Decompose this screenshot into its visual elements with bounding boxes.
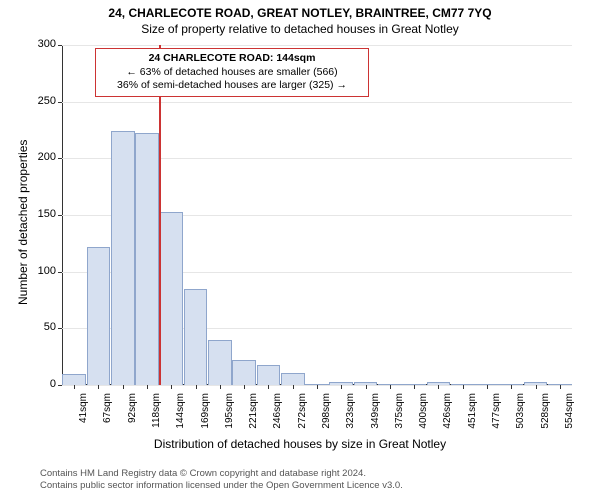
x-tick-label: 221sqm bbox=[248, 393, 259, 443]
bar bbox=[111, 131, 135, 385]
x-tick-mark bbox=[220, 385, 221, 389]
chart-subtitle: Size of property relative to detached ho… bbox=[0, 20, 600, 36]
x-tick-mark bbox=[74, 385, 75, 389]
x-tick-mark bbox=[560, 385, 561, 389]
x-tick-label: 375sqm bbox=[394, 393, 405, 443]
y-tick-label: 300 bbox=[28, 38, 56, 50]
gridline bbox=[62, 45, 572, 46]
x-tick-label: 400sqm bbox=[418, 393, 429, 443]
x-tick-label: 169sqm bbox=[200, 393, 211, 443]
x-tick-mark bbox=[147, 385, 148, 389]
x-tick-label: 426sqm bbox=[442, 393, 453, 443]
gridline bbox=[62, 102, 572, 103]
x-tick-label: 298sqm bbox=[321, 393, 332, 443]
bar bbox=[87, 247, 111, 385]
bar bbox=[208, 340, 232, 385]
x-tick-mark bbox=[463, 385, 464, 389]
bar bbox=[62, 374, 86, 385]
y-tick-label: 150 bbox=[28, 208, 56, 220]
annotation-box: 24 CHARLECOTE ROAD: 144sqm ← 63% of deta… bbox=[95, 48, 369, 97]
y-tick-mark bbox=[58, 385, 62, 386]
x-tick-label: 246sqm bbox=[272, 393, 283, 443]
x-tick-mark bbox=[123, 385, 124, 389]
annotation-line3: 36% of semi-detached houses are larger (… bbox=[102, 79, 362, 93]
y-tick-mark bbox=[58, 272, 62, 273]
x-tick-mark bbox=[438, 385, 439, 389]
x-tick-label: 323sqm bbox=[345, 393, 356, 443]
x-tick-label: 195sqm bbox=[224, 393, 235, 443]
x-tick-mark bbox=[268, 385, 269, 389]
x-tick-mark bbox=[244, 385, 245, 389]
bar bbox=[184, 289, 208, 385]
y-tick-mark bbox=[58, 158, 62, 159]
x-tick-label: 144sqm bbox=[175, 393, 186, 443]
x-tick-label: 349sqm bbox=[370, 393, 381, 443]
bar bbox=[159, 212, 183, 385]
x-tick-mark bbox=[341, 385, 342, 389]
x-tick-label: 41sqm bbox=[78, 393, 89, 443]
y-tick-mark bbox=[58, 45, 62, 46]
x-tick-label: 451sqm bbox=[467, 393, 478, 443]
x-tick-label: 67sqm bbox=[102, 393, 113, 443]
x-tick-mark bbox=[171, 385, 172, 389]
x-tick-mark bbox=[196, 385, 197, 389]
bar bbox=[257, 365, 281, 385]
footer-line2: Contains public sector information licen… bbox=[40, 480, 403, 492]
footer-attribution: Contains HM Land Registry data © Crown c… bbox=[40, 468, 403, 492]
bar bbox=[281, 373, 305, 385]
x-tick-mark bbox=[511, 385, 512, 389]
y-tick-mark bbox=[58, 328, 62, 329]
x-tick-mark bbox=[317, 385, 318, 389]
x-tick-mark bbox=[390, 385, 391, 389]
bar bbox=[232, 360, 256, 385]
x-tick-label: 528sqm bbox=[540, 393, 551, 443]
y-tick-mark bbox=[58, 215, 62, 216]
y-tick-label: 50 bbox=[28, 321, 56, 333]
x-tick-label: 118sqm bbox=[151, 393, 162, 443]
x-tick-label: 477sqm bbox=[491, 393, 502, 443]
x-tick-mark bbox=[536, 385, 537, 389]
x-tick-label: 92sqm bbox=[127, 393, 138, 443]
y-tick-label: 100 bbox=[28, 265, 56, 277]
x-tick-mark bbox=[98, 385, 99, 389]
y-tick-label: 250 bbox=[28, 95, 56, 107]
x-tick-label: 554sqm bbox=[564, 393, 575, 443]
x-tick-mark bbox=[414, 385, 415, 389]
annotation-line2: ← 63% of detached houses are smaller (56… bbox=[102, 66, 362, 80]
chart-title: 24, CHARLECOTE ROAD, GREAT NOTLEY, BRAIN… bbox=[0, 0, 600, 20]
x-tick-mark bbox=[293, 385, 294, 389]
x-tick-label: 503sqm bbox=[515, 393, 526, 443]
annotation-line1: 24 CHARLECOTE ROAD: 144sqm bbox=[102, 52, 362, 66]
x-tick-label: 272sqm bbox=[297, 393, 308, 443]
x-tick-mark bbox=[487, 385, 488, 389]
bar bbox=[135, 133, 159, 385]
x-tick-mark bbox=[366, 385, 367, 389]
y-tick-mark bbox=[58, 102, 62, 103]
footer-line1: Contains HM Land Registry data © Crown c… bbox=[40, 468, 403, 480]
y-tick-label: 0 bbox=[28, 378, 56, 390]
y-tick-label: 200 bbox=[28, 151, 56, 163]
y-axis-label: Number of detached properties bbox=[16, 140, 30, 305]
